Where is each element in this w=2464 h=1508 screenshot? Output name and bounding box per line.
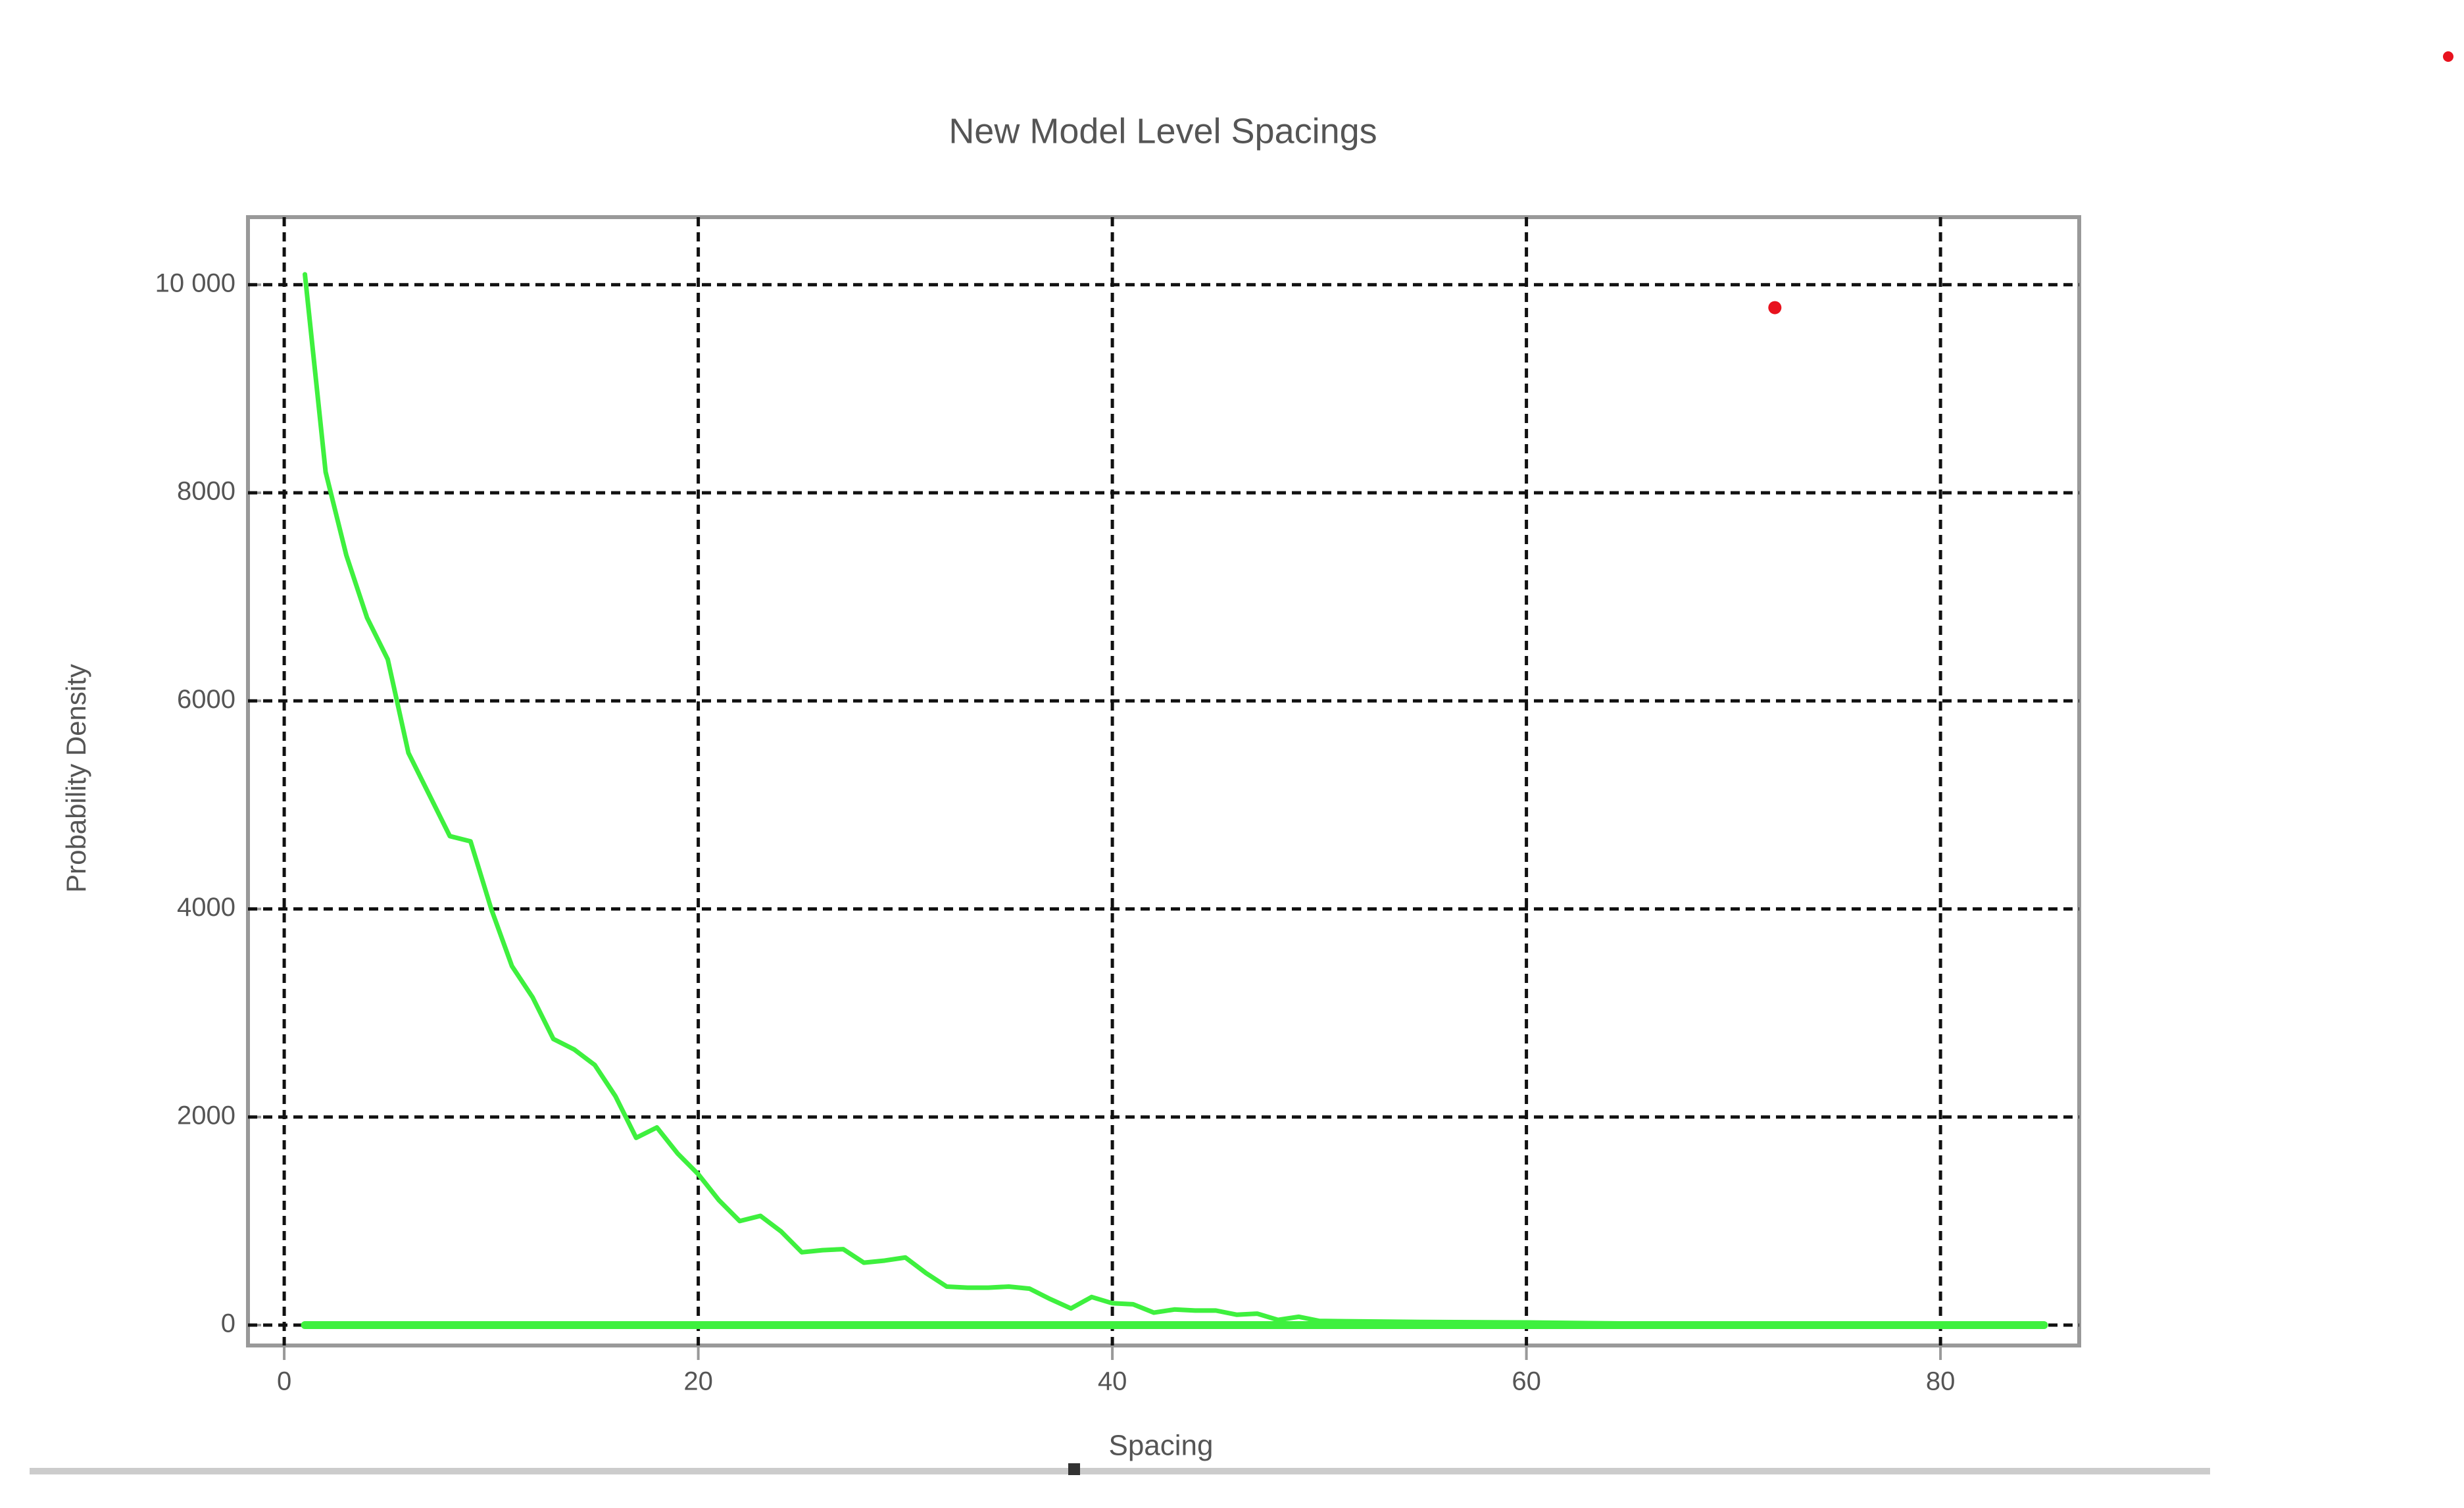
x-axis-label: Spacing xyxy=(1108,1430,1213,1462)
plot-area: 0 2000 4000 6000 8000 10 000 0 20 40 60 80 xyxy=(155,215,2081,1396)
y-tick-label: 10 000 xyxy=(155,268,235,297)
x-tick-label: 80 xyxy=(1926,1367,1956,1396)
y-tick-label: 8000 xyxy=(177,477,235,506)
handle xyxy=(1068,1463,1080,1475)
y-tick-label: 2000 xyxy=(177,1101,235,1130)
x-tick-label: 0 xyxy=(277,1367,291,1396)
plot-frame xyxy=(246,215,2081,1347)
data-point xyxy=(1768,301,1782,314)
x-tick-label: 60 xyxy=(1512,1367,1541,1396)
y-tick-label: 4000 xyxy=(177,893,235,922)
y-tick-label: 6000 xyxy=(177,685,235,714)
y-tick-label: 0 xyxy=(221,1309,235,1338)
chart-title: New Model Level Spacings xyxy=(949,111,1377,151)
corner-dot xyxy=(2443,51,2453,62)
x-tick-label: 20 xyxy=(683,1367,713,1396)
y-axis-label: Probability Density xyxy=(61,664,91,893)
x-tick-label: 40 xyxy=(1098,1367,1127,1396)
data-line xyxy=(303,272,2046,1327)
